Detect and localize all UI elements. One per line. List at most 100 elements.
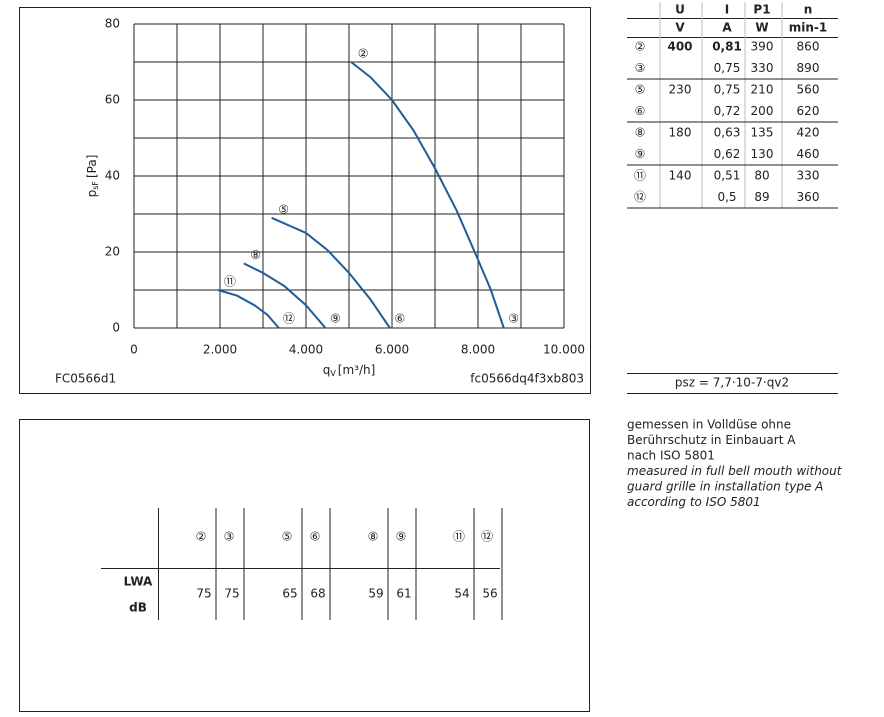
curve-start-label: ⑪ <box>224 275 236 289</box>
text-part: p <box>85 190 99 198</box>
table-cell: ③ <box>635 61 646 75</box>
chart-code: FC0566d1 <box>55 372 116 386</box>
x-tick-label: 0 <box>130 343 138 357</box>
table-cell: 180 <box>669 126 692 140</box>
note: nach ISO 5801 <box>627 449 715 463</box>
curve-end-label: ⑨ <box>330 312 341 326</box>
table-cell: 80 <box>754 169 769 183</box>
chart-frame <box>19 7 591 394</box>
table-cell: ⑧ <box>635 126 646 140</box>
sound-value: 61 <box>396 587 411 601</box>
table-unit: min-1 <box>789 21 828 35</box>
column-head: ⑧ <box>368 530 379 544</box>
table-cell: 200 <box>751 104 774 118</box>
table-unit: W <box>755 21 768 35</box>
fan-curve <box>243 262 327 329</box>
note: gemessen in Volldüse ohne <box>627 418 791 432</box>
formula: psz = 7,7·10-7·qv2 <box>675 376 789 390</box>
curve-end-label: ③ <box>508 312 519 326</box>
table-cell: 0,63 <box>714 126 741 140</box>
x-tick-label: 10.000 <box>543 343 585 357</box>
table-cell: ② <box>635 40 646 54</box>
column-head: ⑤ <box>282 530 293 544</box>
table-cell: 0,51 <box>714 169 741 183</box>
note: according to ISO 5801 <box>627 495 761 509</box>
column-head: ② <box>196 530 207 544</box>
table-cell: 860 <box>797 40 820 54</box>
table-cell: ⑤ <box>635 83 646 97</box>
column-head: ③ <box>224 530 235 544</box>
table-cell: 460 <box>797 147 820 161</box>
x-tick-label: 2.000 <box>203 343 237 357</box>
table-cell: 210 <box>751 83 774 97</box>
table-cell: 360 <box>797 190 820 204</box>
curve-end-label: ⑫ <box>283 312 295 326</box>
table-cell: 620 <box>797 104 820 118</box>
sound-value: 65 <box>282 587 297 601</box>
text-part: [Pa] <box>85 155 99 178</box>
note: guard grille in installation type A <box>627 480 823 494</box>
column-head: ⑥ <box>310 530 321 544</box>
note: measured in full bell mouth without <box>627 464 843 478</box>
y-tick-label: 20 <box>105 245 120 259</box>
sound-value: 54 <box>454 587 469 601</box>
y-tick-label: 0 <box>112 321 120 335</box>
column-head: ⑨ <box>396 530 407 544</box>
table-header: P1 <box>753 3 770 17</box>
curve-start-label: ⑤ <box>278 202 289 216</box>
table-cell: ⑨ <box>635 147 646 161</box>
column-head: ⑫ <box>481 530 493 544</box>
sound-value: 59 <box>368 587 383 601</box>
note: Berührschutz in Einbauart A <box>627 433 796 447</box>
text-part: q <box>323 363 331 377</box>
table-unit: V <box>675 21 685 35</box>
fan-curve <box>350 61 505 329</box>
curve-start-label: ② <box>358 47 369 61</box>
table-cell: 560 <box>797 83 820 97</box>
table-cell: 0,75 <box>714 61 741 75</box>
row-label: LWA <box>124 575 153 589</box>
table-cell: 390 <box>751 40 774 54</box>
column-head: ⑪ <box>453 530 465 544</box>
y-axis-label: psF [Pa] <box>85 155 100 198</box>
table-cell: 330 <box>797 169 820 183</box>
table-cell: 130 <box>751 147 774 161</box>
text-part: V <box>330 369 336 378</box>
sound-value: 75 <box>196 587 211 601</box>
y-tick-label: 60 <box>105 93 120 107</box>
table-header: U <box>675 3 685 17</box>
sound-value: 68 <box>310 587 325 601</box>
curve-end-label: ⑥ <box>394 312 405 326</box>
table-cell: 420 <box>797 126 820 140</box>
x-axis-label: qV [m³/h] <box>323 363 376 378</box>
y-tick-label: 80 <box>105 17 120 31</box>
table-cell: ⑥ <box>635 104 646 118</box>
table-cell: 0,5 <box>717 190 736 204</box>
table-cell: 89 <box>754 190 769 204</box>
x-tick-label: 8.000 <box>461 343 495 357</box>
fan-curve <box>217 289 280 329</box>
table-cell: 0,72 <box>714 104 741 118</box>
y-tick-label: 40 <box>105 169 120 183</box>
table-cell: 230 <box>669 83 692 97</box>
table-unit: A <box>722 21 732 35</box>
table-cell: 0,75 <box>714 83 741 97</box>
row-unit: dB <box>129 601 147 615</box>
table-cell: 140 <box>669 169 692 183</box>
table-cell: 0,62 <box>714 147 741 161</box>
sound-value: 75 <box>224 587 239 601</box>
table-cell: 890 <box>797 61 820 75</box>
text-part: [m³/h] <box>338 363 376 377</box>
curve-start-label: ⑧ <box>250 248 261 262</box>
table-cell: 400 <box>667 40 692 54</box>
table-cell: ⑪ <box>634 169 646 183</box>
x-tick-label: 4.000 <box>289 343 323 357</box>
x-tick-label: 6.000 <box>375 343 409 357</box>
fan-curve <box>271 216 391 329</box>
table-cell: 0,81 <box>712 40 742 54</box>
table-cell: 135 <box>751 126 774 140</box>
table-header: n <box>804 3 813 17</box>
table-header: I <box>725 3 729 17</box>
table-cell: 330 <box>751 61 774 75</box>
